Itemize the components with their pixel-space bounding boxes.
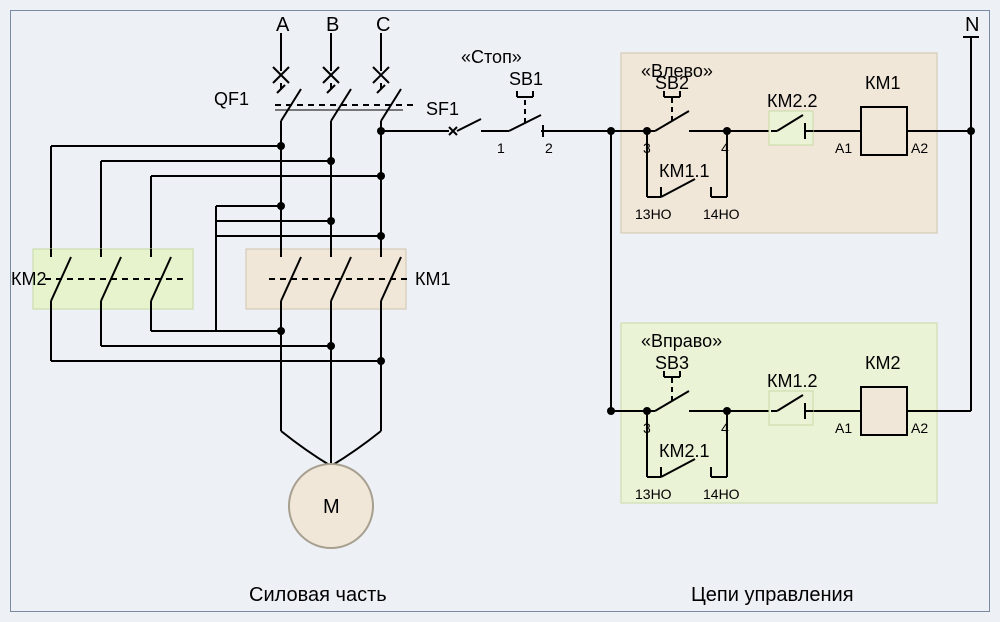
phase-C-label: C <box>376 14 390 36</box>
KM1.1-label: КМ1.1 <box>659 161 710 181</box>
KM2-power-label: КМ2 <box>11 269 47 289</box>
SB3-t4: 4 <box>721 420 729 436</box>
phase-B-label: B <box>326 14 339 36</box>
SB3-label: SB3 <box>655 353 689 373</box>
KM1.2-box <box>769 391 813 425</box>
diagram-frame: A B C <box>0 0 1000 622</box>
stop-label: «Стоп» <box>461 47 522 67</box>
KM2.2-box <box>769 111 813 145</box>
SB1-stop <box>501 91 571 137</box>
motor-label: M <box>323 496 340 518</box>
QF1-label: QF1 <box>214 89 249 109</box>
phase-terminals <box>273 33 389 83</box>
KM2.2-label: КМ2.2 <box>767 91 818 111</box>
SB1-t2: 2 <box>545 140 553 156</box>
KM1.1-14: 14НО <box>703 206 740 222</box>
neutral <box>963 37 979 411</box>
KM2-A1: A1 <box>835 420 852 436</box>
KM1-A1: A1 <box>835 140 852 156</box>
caption-control: Цепи управления <box>691 584 854 606</box>
control-feed <box>381 119 501 135</box>
KM1-coil-label: КМ1 <box>865 73 901 93</box>
KM1.1-13: 13НО <box>635 206 672 222</box>
KM2-A2: A2 <box>911 420 928 436</box>
KM1.2-label: КМ1.2 <box>767 371 818 391</box>
KM2.1-label: КМ2.1 <box>659 441 710 461</box>
KM2.1-14: 14НО <box>703 486 740 502</box>
neutral-label: N <box>965 14 979 36</box>
SF1-label: SF1 <box>426 99 459 119</box>
SB3-t3: 3 <box>643 420 651 436</box>
KM1-A2: A2 <box>911 140 928 156</box>
schematic-svg: A B C <box>11 11 991 613</box>
KM2-coil-label: КМ2 <box>865 353 901 373</box>
caption-power: Силовая часть <box>249 584 387 606</box>
SB1-label: SB1 <box>509 69 543 89</box>
phase-A-label: A <box>276 14 290 36</box>
KM1-power-label: КМ1 <box>415 269 451 289</box>
SB2-label: SB2 <box>655 73 689 93</box>
KM2.1-13: 13НО <box>635 486 672 502</box>
SB2-t3: 3 <box>643 140 651 156</box>
SB1-t1: 1 <box>497 140 505 156</box>
vpravo-label: «Вправо» <box>641 331 722 351</box>
SB2-t4: 4 <box>721 140 729 156</box>
motor <box>281 411 381 548</box>
diagram-panel: A B C <box>10 10 990 612</box>
